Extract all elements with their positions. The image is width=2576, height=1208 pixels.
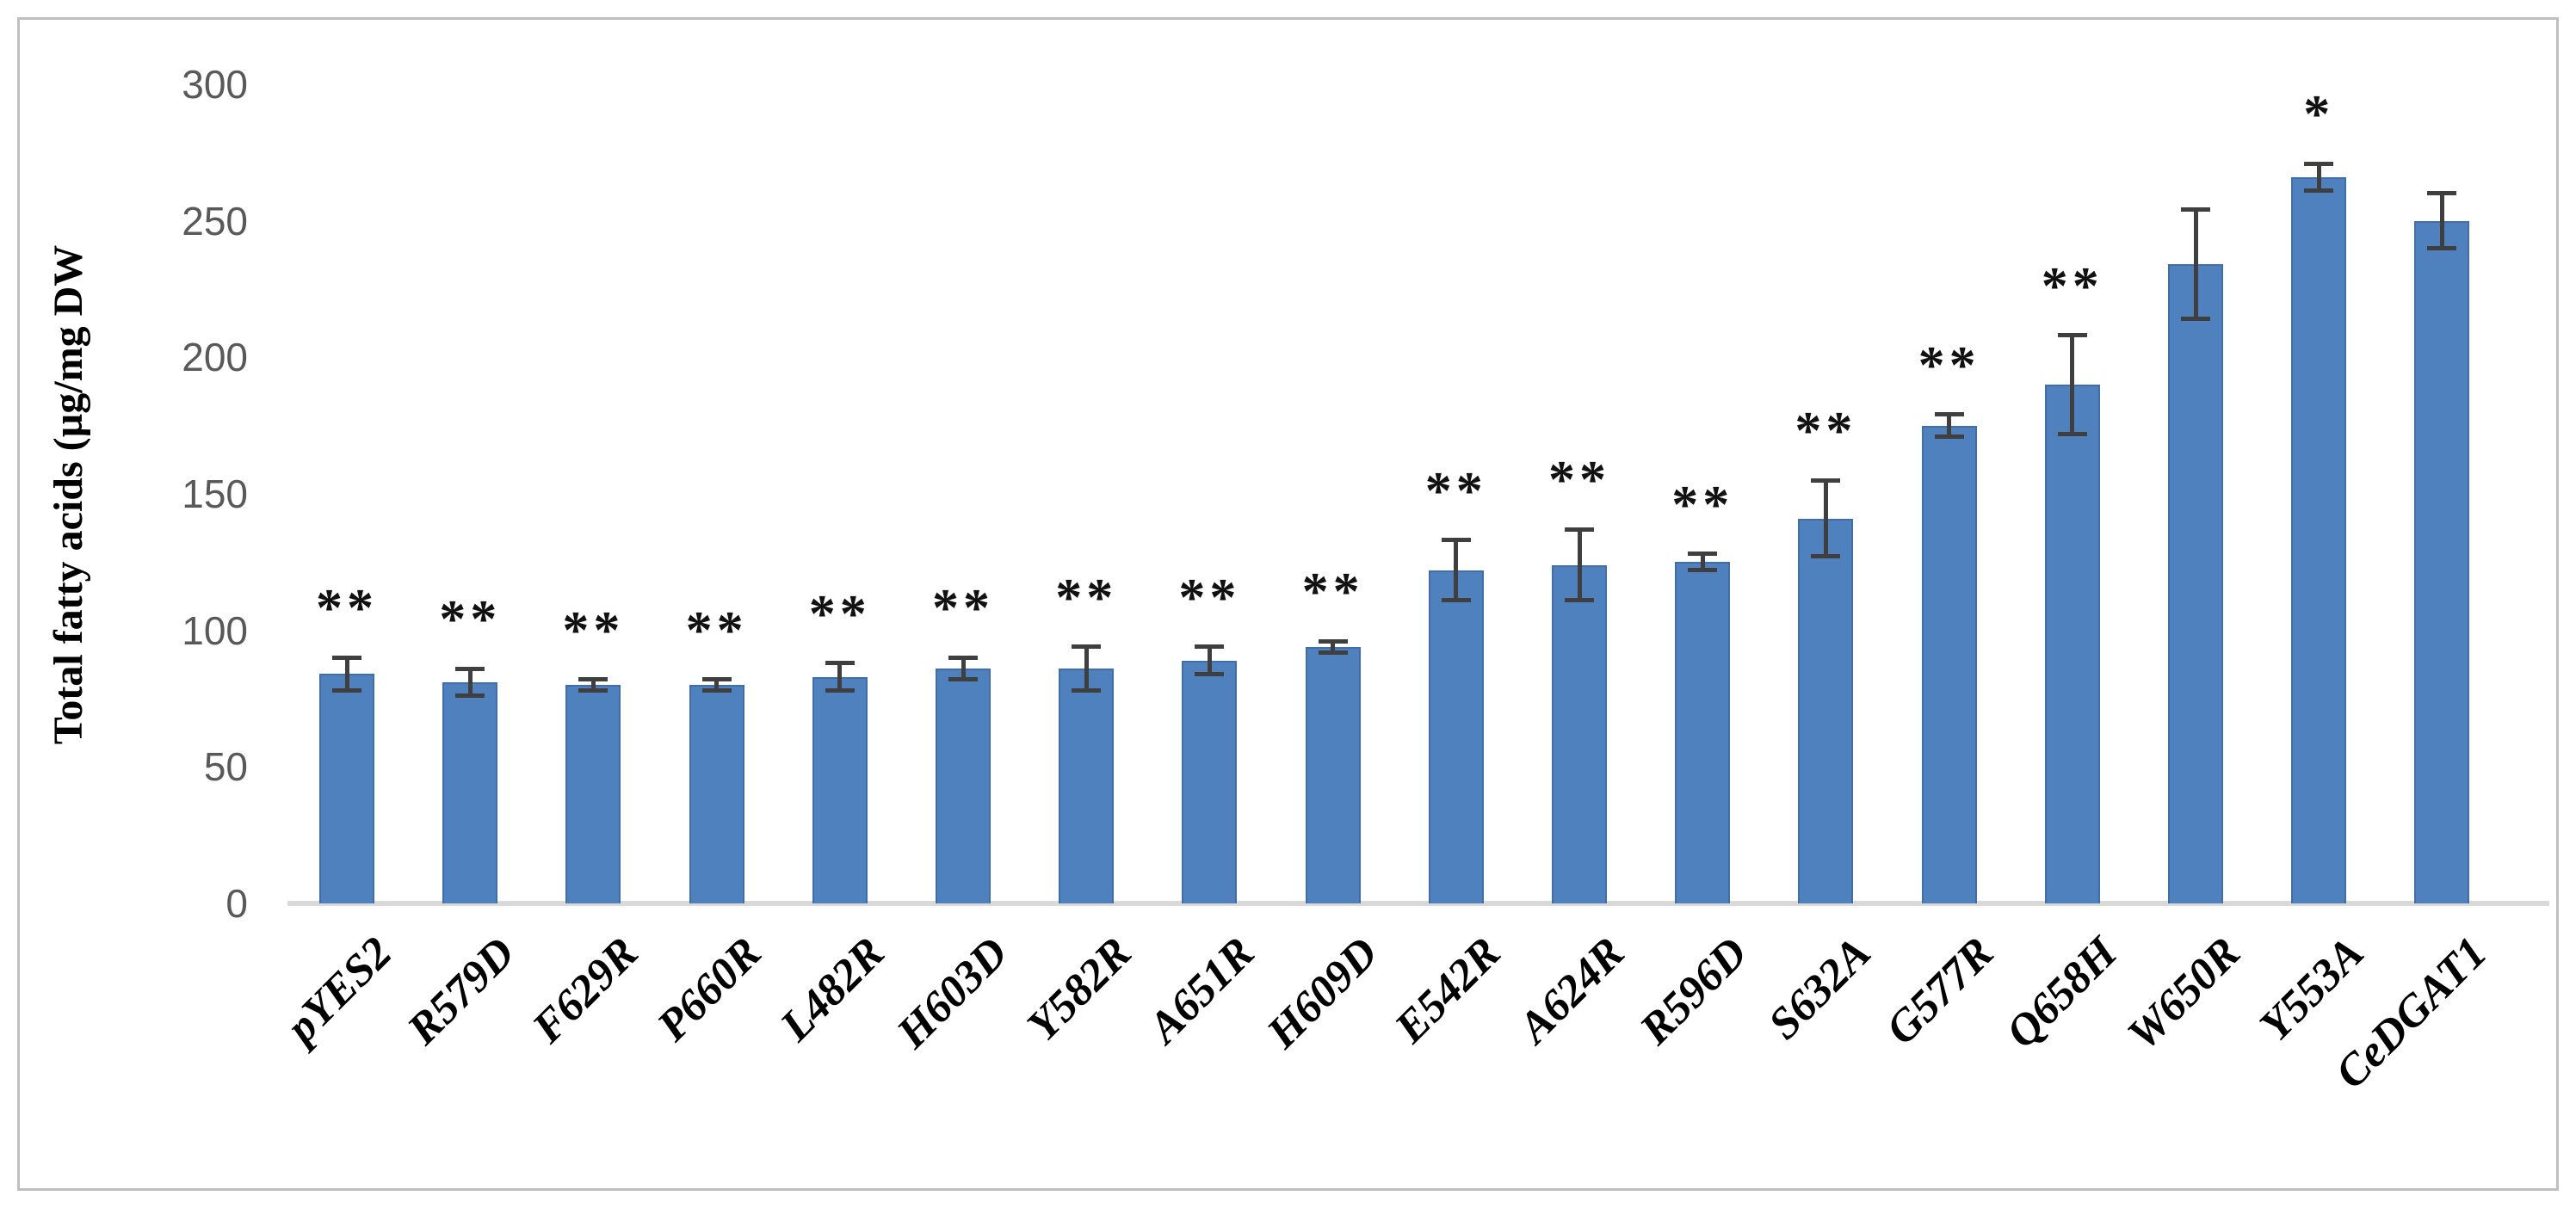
significance-F629R: **	[562, 601, 625, 660]
error-bar-CeDGAT1	[2439, 193, 2444, 249]
y-tick-300: 300	[182, 62, 248, 107]
error-bar-cap-low-pYES2	[332, 687, 361, 693]
error-bar-cap-low-H603D	[948, 677, 978, 682]
error-bar-R596D	[1700, 553, 1705, 570]
error-bar-cap-low-E542R	[1441, 598, 1471, 603]
error-bar-cap-high-Y553A	[2304, 161, 2334, 166]
error-bar-cap-high-P660R	[701, 677, 732, 682]
error-bar-cap-low-Y582R	[1072, 687, 1102, 693]
error-bar-cap-low-W650R	[2181, 317, 2210, 322]
error-bar-cap-high-S632A	[1811, 478, 1841, 483]
bar-Q658H	[2044, 385, 2100, 903]
error-bar-cap-high-R596D	[1688, 552, 1718, 557]
significance-pYES2: **	[316, 579, 378, 638]
error-bar-cap-high-E542R	[1441, 538, 1471, 543]
y-tick-250: 250	[182, 198, 248, 243]
bar-CeDGAT1	[2414, 220, 2470, 903]
error-bar-P660R	[714, 679, 720, 691]
error-bar-cap-low-CeDGAT1	[2427, 245, 2457, 250]
error-bar-Y582R	[1084, 646, 1089, 691]
bar-P660R	[689, 685, 744, 903]
error-bar-cap-high-A624R	[1565, 527, 1594, 532]
error-bar-H603D	[961, 657, 966, 680]
bar-G577R	[1921, 425, 1977, 903]
error-bar-cap-high-A651R	[1195, 644, 1225, 650]
error-bar-cap-high-Q658H	[2057, 333, 2087, 338]
significance-Y553A: *	[2303, 85, 2335, 145]
error-bar-cap-low-G577R	[1934, 434, 1964, 439]
significance-H603D: **	[932, 579, 994, 638]
error-bar-Y553A	[2316, 163, 2321, 191]
error-bar-R579D	[467, 669, 473, 696]
error-bar-pYES2	[344, 657, 349, 691]
error-bar-cap-low-P660R	[701, 687, 732, 693]
bar-H609D	[1305, 646, 1361, 903]
error-bar-cap-low-A624R	[1565, 598, 1594, 603]
error-bar-cap-high-H603D	[948, 655, 978, 660]
error-bar-cap-low-R579D	[455, 693, 485, 699]
error-bar-F629R	[590, 679, 596, 691]
bar-S632A	[1798, 518, 1854, 903]
error-bar-Q658H	[2070, 335, 2075, 435]
error-bar-H609D	[1331, 641, 1336, 653]
bar-F629R	[565, 685, 621, 903]
error-bar-A651R	[1207, 646, 1212, 675]
significance-R579D: **	[439, 590, 502, 650]
significance-A651R: **	[1178, 568, 1241, 627]
error-bar-cap-high-F629R	[578, 677, 608, 682]
significance-Q658H: **	[2041, 256, 2103, 316]
figure-frame	[17, 17, 2559, 1191]
error-bar-cap-low-Y553A	[2304, 188, 2334, 194]
bar-H603D	[936, 669, 991, 903]
bar-R579D	[442, 681, 498, 903]
y-tick-150: 150	[182, 471, 248, 516]
bar-pYES2	[319, 674, 374, 903]
error-bar-L482R	[837, 663, 843, 691]
significance-Y582R: **	[1055, 568, 1118, 627]
error-bar-G577R	[1947, 414, 1952, 437]
bar-R596D	[1675, 562, 1731, 903]
error-bar-cap-low-R596D	[1688, 568, 1718, 573]
y-tick-200: 200	[182, 335, 248, 380]
error-bar-cap-high-G577R	[1934, 412, 1964, 417]
bar-E542R	[1428, 570, 1484, 903]
bar-A651R	[1182, 660, 1238, 903]
error-bar-E542R	[1454, 539, 1459, 601]
y-axis-title: Total fatty acids (µg/mg DW	[46, 244, 91, 745]
y-tick-0: 0	[225, 881, 248, 926]
error-bar-A624R	[1577, 529, 1582, 601]
x-axis-line	[287, 901, 2549, 906]
significance-R596D: **	[1671, 475, 1734, 534]
error-bar-cap-high-CeDGAT1	[2427, 191, 2457, 196]
significance-G577R: **	[1918, 336, 1980, 395]
error-bar-cap-low-H609D	[1318, 650, 1348, 655]
y-tick-50: 50	[203, 744, 248, 790]
significance-A624R: **	[1548, 451, 1610, 510]
error-bar-cap-high-W650R	[2181, 207, 2210, 213]
error-bar-cap-high-L482R	[825, 661, 855, 666]
significance-P660R: **	[685, 601, 748, 660]
error-bar-cap-high-R579D	[455, 666, 485, 671]
bar-Y582R	[1059, 669, 1115, 903]
bar-L482R	[812, 676, 868, 903]
error-bar-W650R	[2193, 209, 2198, 319]
error-bar-cap-low-A651R	[1195, 671, 1225, 676]
y-tick-100: 100	[182, 607, 248, 653]
error-bar-cap-high-pYES2	[332, 655, 361, 660]
error-bar-cap-low-L482R	[825, 687, 855, 693]
error-bar-cap-low-F629R	[578, 687, 608, 693]
error-bar-cap-low-Q658H	[2057, 431, 2087, 436]
error-bar-cap-low-S632A	[1811, 554, 1841, 559]
significance-L482R: **	[808, 584, 871, 644]
error-bar-cap-high-H609D	[1318, 638, 1348, 644]
significance-H609D: **	[1301, 563, 1364, 622]
bar-A624R	[1552, 564, 1607, 903]
significance-E542R: **	[1424, 461, 1487, 521]
significance-S632A: **	[1795, 402, 1857, 461]
bar-Y553A	[2291, 176, 2347, 903]
error-bar-cap-high-Y582R	[1072, 644, 1102, 650]
error-bar-S632A	[1823, 480, 1828, 557]
bar-W650R	[2168, 264, 2223, 903]
